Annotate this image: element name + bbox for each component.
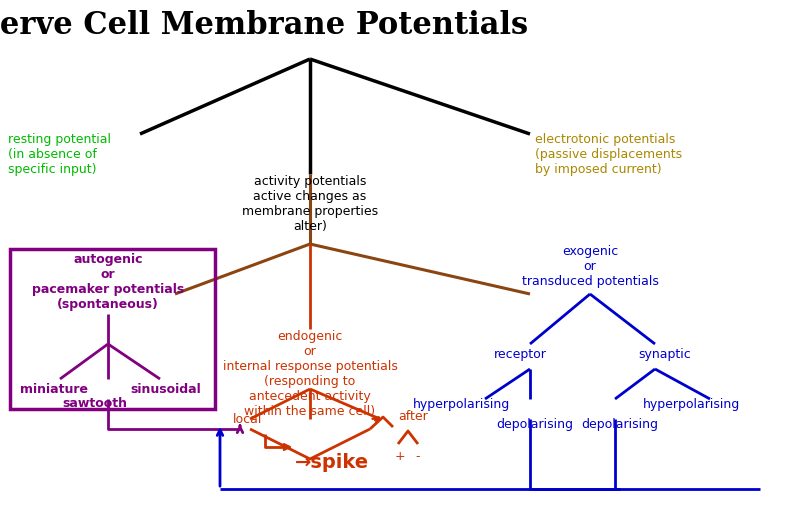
Text: depolarising: depolarising: [496, 417, 573, 430]
Text: →spike: →spike: [295, 452, 369, 471]
Text: receptor: receptor: [494, 347, 546, 360]
Text: hyperpolarising: hyperpolarising: [414, 397, 511, 410]
Bar: [10, 249, 215, 409]
Text: hyperpolarising: hyperpolarising: [643, 397, 740, 410]
Text: autogenic
or
pacemaker potentials
(spontaneous): autogenic or pacemaker potentials (spont…: [32, 252, 184, 310]
Text: synaptic: synaptic: [638, 347, 692, 360]
Text: electrotonic potentials
(passive displacements
by imposed current): electrotonic potentials (passive displac…: [535, 133, 682, 176]
Text: miniature: miniature: [20, 382, 88, 395]
Text: local: local: [233, 412, 263, 425]
Text: exogenic
or
transduced potentials: exogenic or transduced potentials: [522, 244, 658, 288]
Text: +: +: [395, 449, 405, 462]
Text: -: -: [416, 449, 420, 462]
Text: sinusoidal: sinusoidal: [130, 382, 201, 395]
Text: after: after: [398, 409, 428, 422]
Text: depolarising: depolarising: [581, 417, 658, 430]
Text: sawtooth: sawtooth: [63, 396, 128, 409]
Text: endogenic
or
internal response potentials
(responding to
antecedent activity
wit: endogenic or internal response potential…: [222, 329, 398, 417]
Text: activity potentials
active changes as
membrane properties
alter): activity potentials active changes as me…: [242, 175, 378, 233]
Text: Nerve Cell Membrane Potentials: Nerve Cell Membrane Potentials: [0, 10, 528, 41]
Text: resting potential
(in absence of
specific input): resting potential (in absence of specifi…: [8, 133, 111, 176]
